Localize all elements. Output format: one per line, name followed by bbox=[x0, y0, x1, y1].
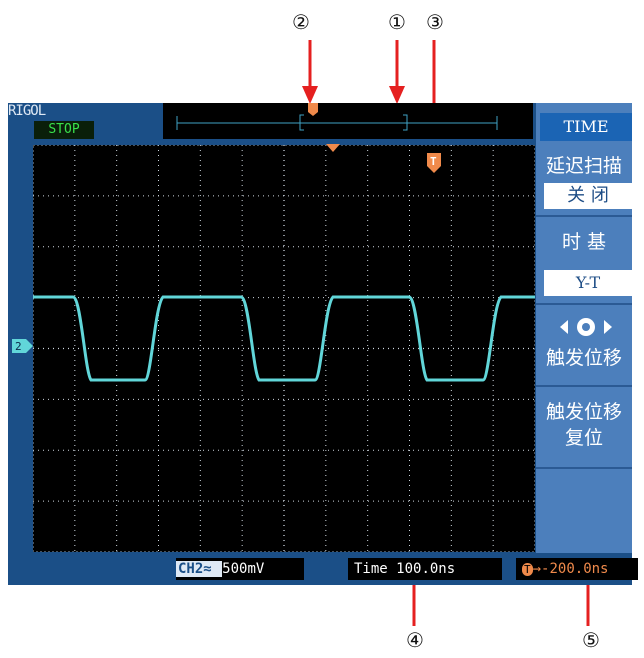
arrow-down-2 bbox=[302, 40, 318, 104]
svg-text:2: 2 bbox=[15, 340, 22, 353]
graticule bbox=[33, 145, 535, 552]
memory-bar-graphic bbox=[176, 103, 498, 131]
brand-logo: RIGOL bbox=[8, 103, 46, 119]
time-per-div: 100.0ns bbox=[396, 561, 456, 577]
run-status: STOP bbox=[34, 121, 94, 139]
waveform-trace bbox=[33, 295, 535, 382]
arrow-down-1 bbox=[389, 40, 405, 104]
trigger-offset-value: →-200.0ns bbox=[532, 561, 609, 577]
callout-3: ③ bbox=[426, 10, 444, 34]
menu-item-reset-label[interactable]: 复位 bbox=[564, 427, 603, 449]
grid-border bbox=[33, 145, 535, 552]
waveform-display bbox=[33, 145, 535, 552]
timebase-readout: Time 100.0ns bbox=[348, 558, 502, 580]
trigger-offset-readout: T →-200.0ns bbox=[516, 558, 638, 580]
menu-item-trigger-offset-reset-label[interactable]: 触发位移 bbox=[545, 401, 622, 423]
time-label: Time bbox=[354, 561, 388, 577]
channel-2-marker: 2 bbox=[12, 339, 33, 353]
svg-text:T: T bbox=[430, 155, 437, 168]
memory-position-bar bbox=[163, 103, 533, 139]
callout-2: ② bbox=[292, 10, 310, 34]
menu-item-delayed-sweep-label: 延迟扫描 bbox=[545, 155, 622, 177]
menu-item-trigger-offset-label[interactable]: 触发位移 bbox=[545, 347, 622, 369]
trigger-marker-t-icon: T bbox=[427, 153, 441, 173]
menu-divider bbox=[536, 385, 632, 387]
knob-icon[interactable] bbox=[558, 315, 614, 339]
trigger-position-arrow bbox=[326, 144, 340, 152]
menu-divider bbox=[536, 215, 632, 217]
channel-scale-readout: CH2≈ 500mV bbox=[176, 558, 304, 580]
menu-divider bbox=[536, 303, 632, 305]
callout-1: ① bbox=[388, 10, 406, 34]
delayed-sweep-value[interactable]: 关 闭 bbox=[544, 183, 632, 209]
callout-4: ④ bbox=[406, 628, 424, 652]
callout-5: ⑤ bbox=[582, 628, 600, 652]
menu-item-timebase-label: 时 基 bbox=[561, 231, 607, 253]
trigger-offset-icon: T bbox=[522, 563, 533, 576]
time-menu: TIME 延迟扫描 关 闭 时 基 Y-T 触发位移 触发位移 复位 bbox=[536, 103, 632, 553]
oscilloscope-screen: RIGOL STOP 2 T TIME 延迟扫描 关 闭 时 基 Y-T bbox=[8, 103, 638, 585]
volts-per-div: 500mV bbox=[222, 561, 265, 577]
timebase-value[interactable]: Y-T bbox=[544, 270, 632, 296]
menu-title: TIME bbox=[540, 113, 632, 141]
channel-2-badge: CH2≈ bbox=[176, 561, 223, 577]
menu-divider bbox=[536, 467, 632, 469]
